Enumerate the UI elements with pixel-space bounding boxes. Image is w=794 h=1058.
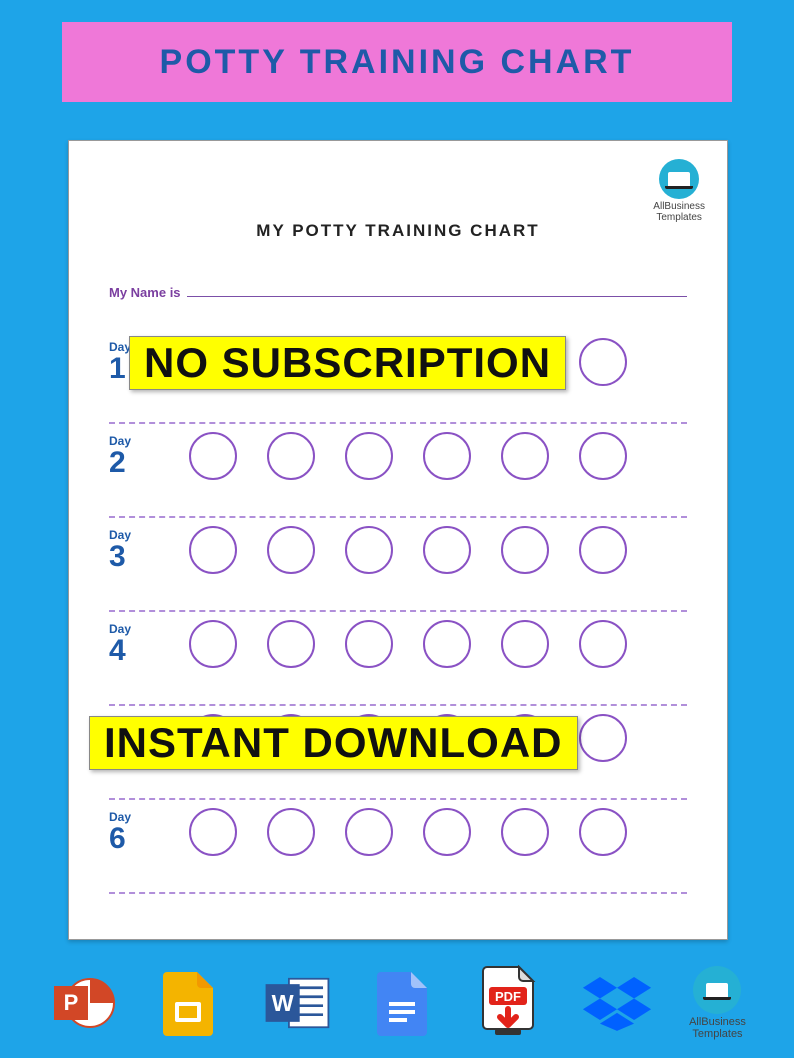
sticker-circle xyxy=(345,620,393,668)
logo-icon-bottom xyxy=(693,966,741,1014)
svg-text:P: P xyxy=(64,990,79,1015)
sticker-circle xyxy=(189,432,237,480)
name-underline xyxy=(187,287,687,297)
sticker-circle xyxy=(189,808,237,856)
day-label: Day4 xyxy=(109,622,159,666)
sticker-circle xyxy=(345,526,393,574)
day-label: Day6 xyxy=(109,810,159,854)
logo-bottom-line1: AllBusiness xyxy=(689,1016,746,1028)
circles-row xyxy=(189,620,687,668)
sticker-circle xyxy=(579,338,627,386)
svg-text:W: W xyxy=(271,990,293,1016)
logo-line2: Templates xyxy=(656,212,702,223)
title-banner: POTTY TRAINING CHART xyxy=(62,22,732,102)
circles-row xyxy=(189,808,687,856)
circles-row xyxy=(189,526,687,574)
sticker-circle xyxy=(267,620,315,668)
row-divider xyxy=(109,892,687,894)
name-label: My Name is xyxy=(109,285,181,300)
day-label: Day3 xyxy=(109,528,159,572)
banner-title: POTTY TRAINING CHART xyxy=(160,43,635,82)
no-subscription-badge: NO SUBSCRIPTION xyxy=(129,336,566,390)
sticker-circle xyxy=(267,432,315,480)
sticker-circle xyxy=(501,620,549,668)
powerpoint-icon[interactable]: P xyxy=(48,968,118,1038)
sticker-circle xyxy=(579,808,627,856)
page-container: POTTY TRAINING CHART AllBusiness Templat… xyxy=(0,0,794,1058)
dropbox-icon[interactable] xyxy=(582,968,652,1038)
day-label: Day2 xyxy=(109,434,159,478)
sticker-circle xyxy=(423,620,471,668)
google-slides-icon[interactable] xyxy=(155,968,225,1038)
logo-line1: AllBusiness xyxy=(653,201,705,212)
sticker-circle xyxy=(501,526,549,574)
instant-download-badge: INSTANT DOWNLOAD xyxy=(89,716,578,770)
word-icon[interactable]: W xyxy=(262,968,332,1038)
allbusiness-logo-bottom[interactable]: AllBusiness Templates xyxy=(689,966,746,1040)
sticker-circle xyxy=(579,620,627,668)
pdf-icon[interactable]: PDF xyxy=(475,968,545,1038)
sticker-circle xyxy=(345,808,393,856)
sticker-circle xyxy=(267,526,315,574)
day-row: Day3 xyxy=(109,518,687,612)
day-row: Day4 xyxy=(109,612,687,706)
sticker-circle xyxy=(579,526,627,574)
sticker-circle xyxy=(579,714,627,762)
sticker-circle xyxy=(267,808,315,856)
svg-text:PDF: PDF xyxy=(495,989,521,1004)
document-preview: AllBusiness Templates MY POTTY TRAINING … xyxy=(68,140,728,940)
sticker-circle xyxy=(501,432,549,480)
days-container: Day1Day2Day3Day4Day5Day6 xyxy=(109,330,687,894)
sticker-circle xyxy=(189,620,237,668)
sticker-circle xyxy=(423,432,471,480)
sticker-circle xyxy=(423,526,471,574)
logo-icon xyxy=(659,159,699,199)
name-field: My Name is xyxy=(109,285,687,300)
sticker-circle xyxy=(579,432,627,480)
sticker-circle xyxy=(189,526,237,574)
logo-bottom-line2: Templates xyxy=(692,1028,742,1040)
sticker-circle xyxy=(423,808,471,856)
logo-top: AllBusiness Templates xyxy=(653,159,705,223)
day-row: Day6 xyxy=(109,800,687,894)
format-icons-strip: P W xyxy=(48,966,746,1040)
circles-row xyxy=(189,432,687,480)
paper-title: MY POTTY TRAINING CHART xyxy=(109,221,687,241)
day-row: Day2 xyxy=(109,424,687,518)
sticker-circle xyxy=(345,432,393,480)
google-docs-icon[interactable] xyxy=(369,968,439,1038)
sticker-circle xyxy=(501,808,549,856)
